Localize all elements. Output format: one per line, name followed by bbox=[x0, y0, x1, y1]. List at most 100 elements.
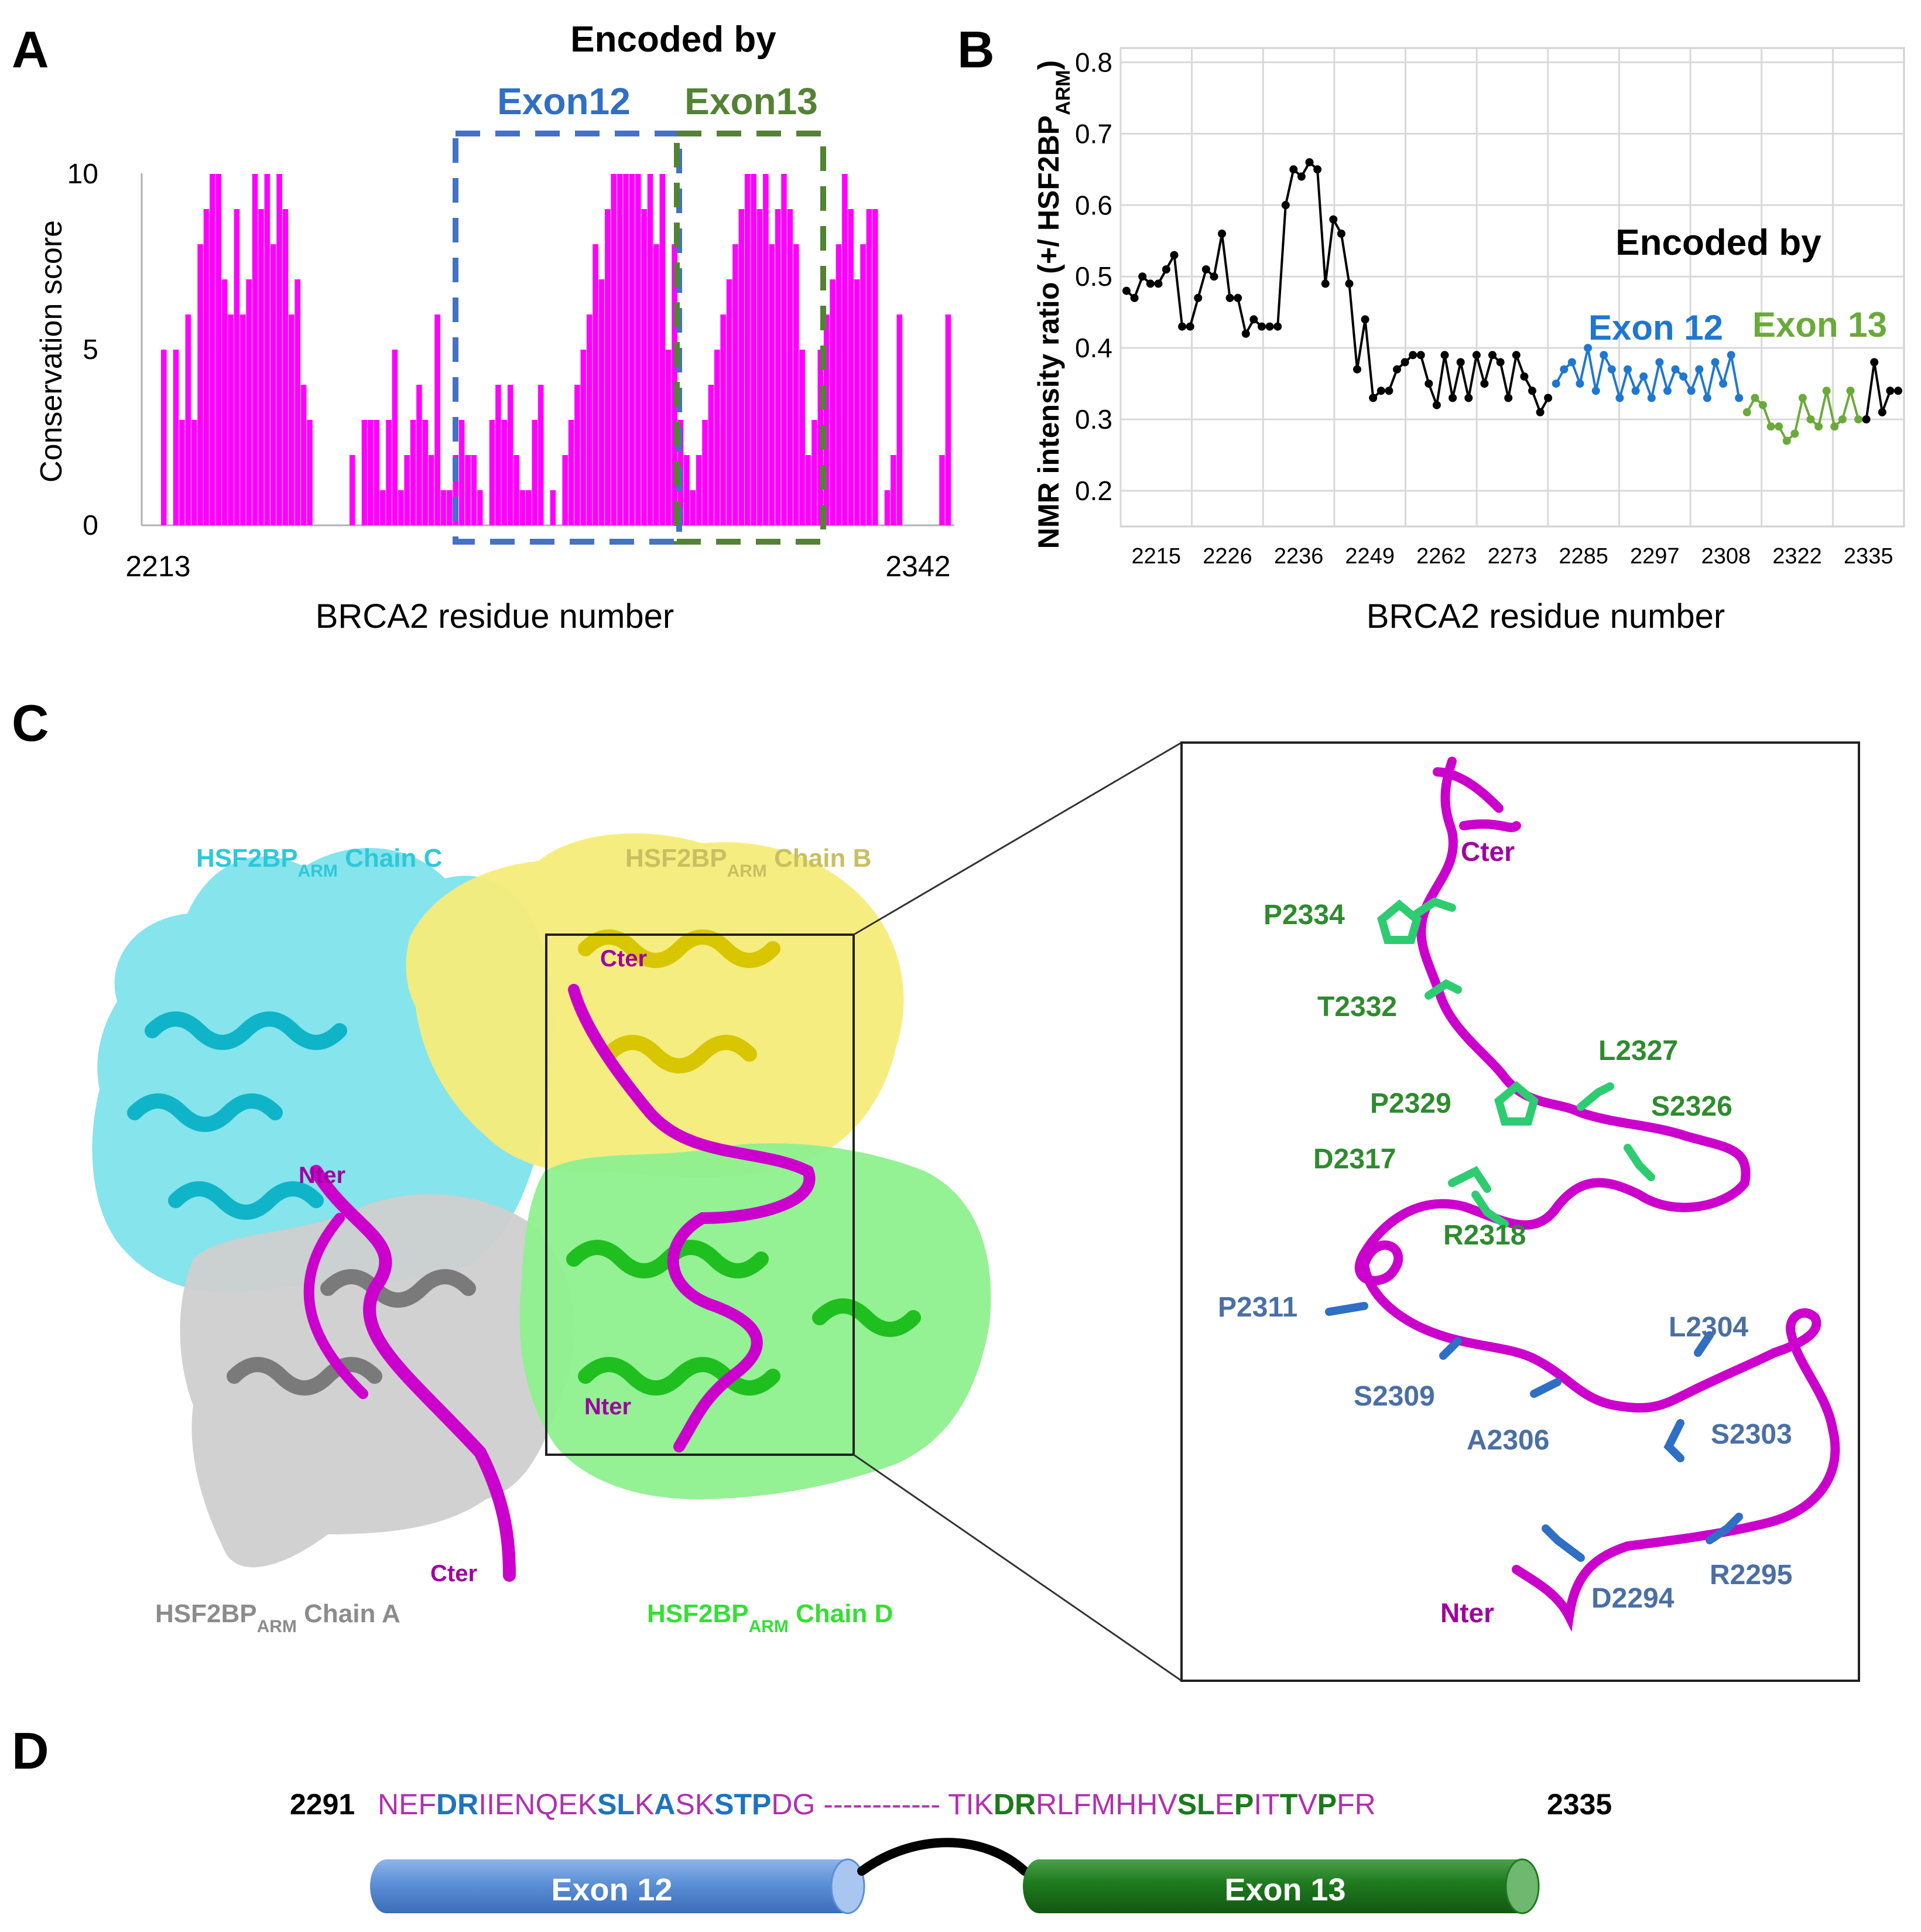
exon12-box-a bbox=[453, 131, 682, 545]
point-1-14 bbox=[1663, 387, 1672, 395]
point-0-7 bbox=[1178, 322, 1187, 331]
bar-2309 bbox=[744, 174, 751, 525]
res-r2295: R2295 bbox=[1710, 1560, 1792, 1591]
res-s2309: S2309 bbox=[1354, 1381, 1435, 1412]
seq-part-16: T bbox=[1280, 1788, 1298, 1821]
bar-2317 bbox=[793, 244, 799, 525]
bar-2320 bbox=[811, 420, 817, 525]
bar-2230 bbox=[264, 174, 270, 525]
panel-a: A Encoded by Exon12 Exon13 Conservation … bbox=[12, 19, 954, 635]
point-0-43 bbox=[1464, 394, 1473, 402]
point-0-20 bbox=[1281, 201, 1290, 210]
point-0-27 bbox=[1337, 230, 1345, 238]
point-0-17 bbox=[1258, 322, 1266, 331]
point-0-15 bbox=[1241, 329, 1250, 338]
exon12-residue-labels: P2311 L2304 S2309 A2306 S2303 R2295 D229… bbox=[1218, 1292, 1792, 1614]
bar-2217 bbox=[185, 314, 191, 525]
point-2-13 bbox=[1846, 387, 1855, 395]
bar-2256 bbox=[422, 420, 429, 525]
bar-2329 bbox=[866, 209, 872, 525]
x-tick-b-2236: 2236 bbox=[1274, 544, 1324, 569]
bar-2305 bbox=[720, 314, 726, 525]
point-1-22 bbox=[1727, 351, 1735, 360]
bar-2234 bbox=[289, 314, 295, 525]
bar-2272 bbox=[519, 490, 526, 525]
bar-2228 bbox=[252, 174, 258, 525]
point-3-0 bbox=[1862, 415, 1871, 424]
point-2-10 bbox=[1822, 387, 1831, 395]
exon13-sidechains bbox=[1377, 897, 1655, 1228]
bar-2312 bbox=[763, 174, 769, 525]
panel-b: B 0.2 0.3 0.4 0.5 0.6 0.7 0.8 2215 2226 2236 2249… bbox=[957, 20, 1905, 635]
exon12-cylinder-label: Exon 12 bbox=[551, 1872, 672, 1907]
bar-2282 bbox=[580, 350, 587, 525]
bar-2326 bbox=[848, 209, 854, 525]
series-line-0 bbox=[1125, 160, 1549, 415]
bar-2261 bbox=[453, 455, 459, 525]
point-0-40 bbox=[1440, 351, 1449, 360]
res-l2327: L2327 bbox=[1598, 1035, 1678, 1066]
point-1-3 bbox=[1576, 379, 1584, 388]
point-2-2 bbox=[1759, 401, 1767, 409]
bar-2286 bbox=[605, 209, 611, 525]
seq-part-1: DR bbox=[436, 1788, 478, 1821]
res-p2311: P2311 bbox=[1218, 1292, 1297, 1323]
point-0-28 bbox=[1345, 279, 1354, 288]
point-0-52 bbox=[1536, 408, 1545, 416]
point-0-16 bbox=[1249, 315, 1258, 324]
point-2-4 bbox=[1775, 422, 1783, 431]
point-0-3 bbox=[1146, 279, 1155, 288]
point-2-5 bbox=[1782, 436, 1791, 445]
bar-2215 bbox=[173, 350, 179, 525]
exon12-sidechains bbox=[1325, 1302, 1743, 1562]
bar-2313 bbox=[769, 244, 775, 525]
chain-a-label: HSF2BPARM Chain A bbox=[155, 1599, 400, 1636]
bar-2325 bbox=[842, 174, 848, 525]
point-0-39 bbox=[1432, 401, 1441, 409]
res-d2317: D2317 bbox=[1313, 1144, 1396, 1175]
point-1-5 bbox=[1591, 387, 1600, 395]
point-1-11 bbox=[1639, 372, 1648, 381]
peptide-chain-a-branch bbox=[303, 1213, 368, 1399]
bar-2277 bbox=[550, 490, 556, 525]
bar-2310 bbox=[751, 174, 756, 525]
x-tick-b-2297: 2297 bbox=[1630, 544, 1680, 569]
bar-2332 bbox=[884, 490, 891, 525]
bar-2334 bbox=[896, 314, 903, 525]
point-0-8 bbox=[1186, 322, 1194, 331]
bar-2218 bbox=[191, 420, 197, 525]
panel-b-letter: B bbox=[957, 20, 995, 78]
point-0-41 bbox=[1449, 394, 1457, 402]
point-2-12 bbox=[1838, 415, 1847, 424]
bar-2249 bbox=[379, 490, 386, 525]
seq-part-10: DR bbox=[994, 1788, 1036, 1821]
point-1-2 bbox=[1567, 358, 1576, 367]
bar-2307 bbox=[732, 244, 738, 525]
zoom-region-box bbox=[545, 933, 855, 1456]
bar-2237 bbox=[307, 420, 313, 525]
protein-structure-render bbox=[92, 833, 991, 1582]
point-1-8 bbox=[1615, 394, 1624, 402]
bar-2235 bbox=[295, 279, 301, 525]
peptide-chain-bd bbox=[568, 984, 816, 1452]
point-1-4 bbox=[1584, 344, 1593, 353]
y-ticks-a: 0 5 10 bbox=[67, 159, 98, 541]
res-l2304: L2304 bbox=[1669, 1312, 1748, 1343]
x-tick-a-start: 2213 bbox=[125, 550, 190, 583]
y-tick-a-5: 5 bbox=[83, 334, 98, 365]
point-3-3 bbox=[1886, 387, 1895, 395]
point-1-6 bbox=[1600, 351, 1608, 360]
bar-2236 bbox=[300, 385, 307, 525]
bar-2247 bbox=[368, 420, 374, 525]
point-0-18 bbox=[1265, 322, 1274, 331]
encoded-by-label-a: Encoded by bbox=[570, 19, 776, 60]
point-0-24 bbox=[1313, 165, 1322, 174]
point-1-0 bbox=[1552, 379, 1560, 388]
bar-2219 bbox=[197, 244, 203, 525]
point-0-6 bbox=[1170, 251, 1179, 259]
bar-2223 bbox=[221, 279, 228, 525]
bar-2257 bbox=[428, 455, 434, 525]
point-0-14 bbox=[1234, 293, 1242, 302]
bar-2273 bbox=[526, 490, 532, 525]
bar-2252 bbox=[398, 490, 404, 525]
